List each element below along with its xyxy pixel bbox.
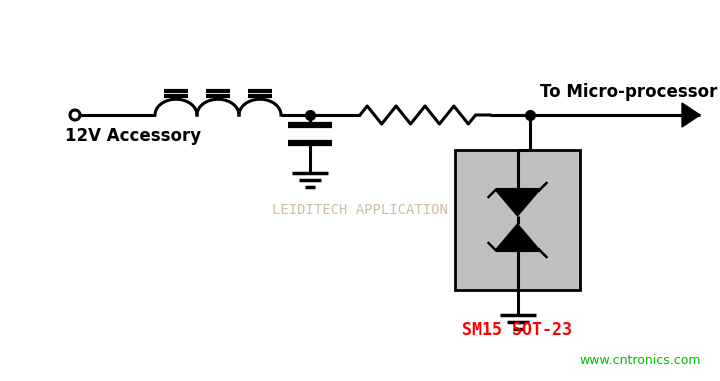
Text: SM15 SOT-23: SM15 SOT-23 [462,321,572,339]
Text: www.cntronics.com: www.cntronics.com [580,354,701,367]
Text: LEIDITECH APPLICATION: LEIDITECH APPLICATION [272,203,448,217]
Text: 12V Accessory: 12V Accessory [65,127,201,145]
Polygon shape [495,224,539,250]
Polygon shape [495,190,539,216]
Text: To Micro-processor: To Micro-processor [540,83,717,101]
Bar [455,150,580,290]
Polygon shape [682,103,700,127]
